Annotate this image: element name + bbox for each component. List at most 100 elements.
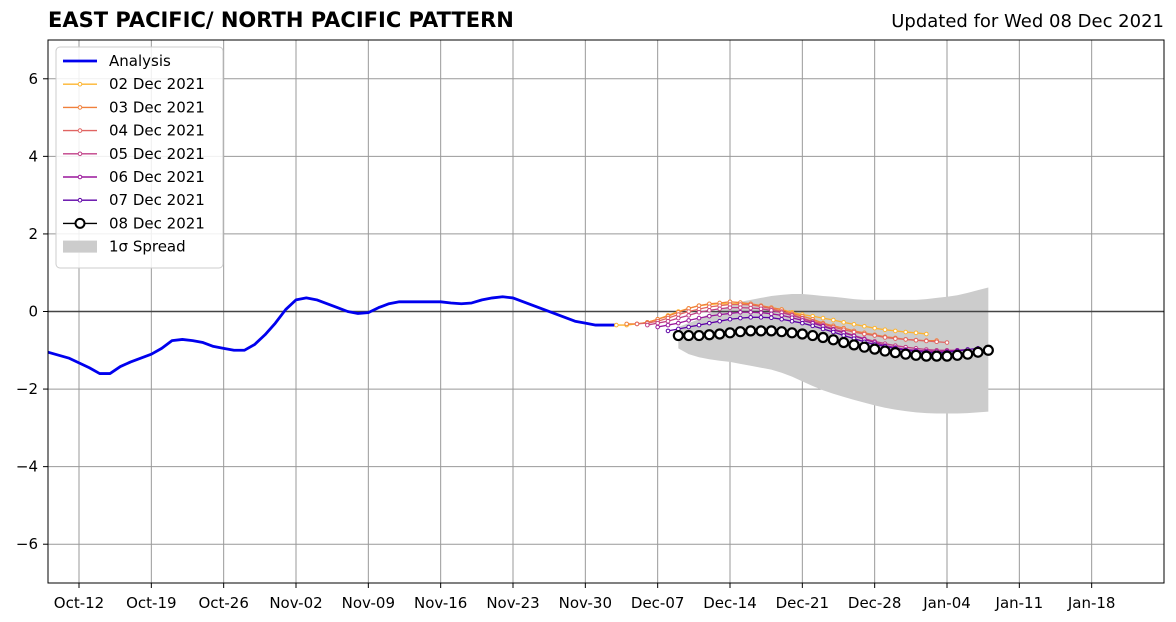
forecast-point-08-dec-2021 (724, 327, 736, 339)
forecast-point-02-dec-2021 (614, 322, 619, 328)
y-tick-label: 4 (28, 147, 38, 165)
forecast-point-08-dec-2021 (910, 349, 922, 361)
forecast-point-08-dec-2021 (714, 328, 726, 340)
forecast-point-05-dec-2021 (758, 306, 764, 312)
forecast-point-07-dec-2021 (841, 333, 846, 338)
forecast-point-04-dec-2021 (882, 335, 888, 340)
x-tick-label: Jan-18 (1067, 594, 1116, 612)
forecast-point-08-dec-2021 (776, 326, 788, 338)
forecast-point-08-dec-2021 (786, 327, 798, 339)
legend-swatch-marker (77, 105, 83, 110)
forecast-point-05-dec-2021 (645, 322, 650, 328)
forecast-point-06-dec-2021 (758, 310, 764, 315)
forecast-point-02-dec-2021 (862, 323, 867, 329)
forecast-point-04-dec-2021 (634, 321, 640, 327)
forecast-point-05-dec-2021 (727, 305, 733, 310)
forecast-point-08-dec-2021 (672, 329, 684, 342)
x-tick-label: Nov-30 (559, 594, 612, 612)
forecast-point-08-dec-2021 (931, 350, 943, 362)
forecast-point-02-dec-2021 (820, 315, 826, 321)
x-tick-label: Oct-19 (126, 594, 176, 612)
forecast-point-08-dec-2021 (755, 325, 767, 337)
forecast-point-05-dec-2021 (717, 306, 722, 312)
forecast-point-06-dec-2021 (748, 309, 753, 315)
forecast-point-04-dec-2021 (944, 340, 950, 345)
forecast-point-07-dec-2021 (789, 318, 795, 324)
forecast-point-06-dec-2021 (727, 311, 733, 316)
x-tick-label: Dec-21 (776, 594, 830, 612)
forecast-point-07-dec-2021 (779, 316, 784, 322)
forecast-point-05-dec-2021 (748, 305, 753, 311)
y-tick-label: 0 (28, 303, 38, 321)
forecast-point-06-dec-2021 (717, 312, 722, 317)
forecast-point-07-dec-2021 (748, 315, 753, 320)
forecast-point-08-dec-2021 (982, 344, 994, 356)
forecast-point-06-dec-2021 (665, 322, 671, 328)
forecast-point-07-dec-2021 (717, 318, 722, 324)
forecast-point-07-dec-2021 (831, 329, 836, 335)
x-tick-label: Dec-28 (848, 594, 902, 612)
forecast-point-05-dec-2021 (707, 308, 712, 313)
x-tick-label: Oct-26 (198, 594, 248, 612)
forecast-point-02-dec-2021 (924, 331, 929, 337)
forecast-point-07-dec-2021 (696, 322, 702, 328)
series-group (48, 295, 994, 375)
legend-label: 08 Dec 2021 (109, 214, 205, 232)
x-tick-label: Jan-04 (922, 594, 971, 612)
forecast-point-05-dec-2021 (738, 305, 743, 310)
x-tick-label: Nov-23 (486, 594, 539, 612)
forecast-point-08-dec-2021 (889, 347, 901, 359)
forecast-point-07-dec-2021 (686, 324, 691, 330)
forecast-point-08-dec-2021 (703, 329, 715, 341)
forecast-point-08-dec-2021 (693, 329, 705, 342)
y-tick-label: 2 (28, 225, 38, 243)
forecast-point-06-dec-2021 (707, 313, 712, 319)
legend-swatch-marker (77, 151, 83, 157)
forecast-point-08-dec-2021 (848, 339, 860, 351)
forecast-point-06-dec-2021 (738, 309, 743, 315)
forecast-point-06-dec-2021 (779, 313, 784, 318)
forecast-point-08-dec-2021 (807, 329, 819, 342)
forecast-point-08-dec-2021 (920, 350, 932, 362)
forecast-point-02-dec-2021 (831, 317, 836, 323)
chart-title: EAST PACIFIC/ NORTH PACIFIC PATTERN (48, 8, 514, 32)
forecast-point-04-dec-2021 (872, 333, 877, 338)
legend-label: 07 Dec 2021 (109, 191, 205, 209)
forecast-point-07-dec-2021 (820, 326, 826, 332)
forecast-point-07-dec-2021 (738, 315, 743, 321)
forecast-point-07-dec-2021 (769, 315, 774, 321)
forecast-point-02-dec-2021 (841, 320, 846, 325)
legend-label: 02 Dec 2021 (109, 75, 205, 93)
x-tick-label: Nov-09 (342, 594, 395, 612)
legend-swatch-marker (77, 174, 83, 180)
forecast-point-04-dec-2021 (934, 339, 939, 345)
x-tick-label: Dec-07 (631, 594, 685, 612)
forecast-point-04-dec-2021 (913, 337, 919, 343)
legend-label: 05 Dec 2021 (109, 145, 205, 163)
spread-polygon (678, 287, 989, 414)
forecast-point-04-dec-2021 (903, 337, 908, 342)
forecast-point-04-dec-2021 (924, 338, 929, 344)
forecast-point-07-dec-2021 (665, 328, 671, 334)
legend-label: 04 Dec 2021 (109, 122, 205, 140)
y-tick-label: −4 (16, 458, 38, 476)
forecast-point-08-dec-2021 (951, 349, 963, 361)
spread-band (678, 287, 989, 414)
forecast-point-06-dec-2021 (655, 324, 660, 330)
forecast-point-07-dec-2021 (707, 320, 712, 326)
forecast-point-07-dec-2021 (727, 316, 733, 322)
legend-swatch-spread (63, 240, 97, 253)
legend-label: 03 Dec 2021 (109, 98, 205, 116)
forecast-point-08-dec-2021 (796, 328, 808, 340)
forecast-point-06-dec-2021 (686, 318, 691, 323)
forecast-point-07-dec-2021 (810, 323, 815, 329)
forecast-point-03-dec-2021 (624, 321, 629, 327)
forecast-point-08-dec-2021 (879, 345, 891, 357)
forecast-point-08-dec-2021 (827, 334, 839, 346)
y-tick-label: 6 (28, 70, 38, 88)
forecast-point-07-dec-2021 (800, 320, 805, 326)
forecast-point-05-dec-2021 (696, 309, 702, 315)
forecast-point-02-dec-2021 (851, 321, 857, 327)
forecast-point-08-dec-2021 (972, 346, 984, 358)
forecast-point-08-dec-2021 (817, 331, 829, 344)
